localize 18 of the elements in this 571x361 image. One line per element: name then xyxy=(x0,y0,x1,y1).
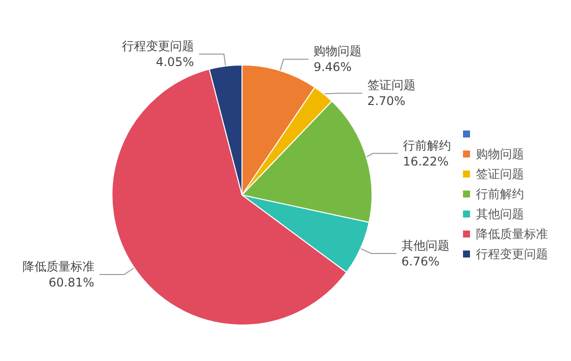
slice-label: 降低质量标准 xyxy=(22,259,94,274)
legend-label: 其他问题 xyxy=(476,207,524,221)
legend-label: 购物问题 xyxy=(476,147,524,161)
data-label: 9.46% xyxy=(314,60,352,74)
data-label: 2.70% xyxy=(367,94,406,108)
slice-label: 其他问题 xyxy=(401,238,450,253)
data-label: 6.76% xyxy=(401,254,440,269)
slice-label: 行程变更问题 xyxy=(122,39,194,54)
slice-label: 购物问题 xyxy=(314,44,362,58)
legend-label: 降低质量标准 xyxy=(476,227,548,241)
slice-label: 行前解约 xyxy=(402,138,451,152)
legend-label: 行前解约 xyxy=(476,187,524,201)
data-label: 60.81% xyxy=(48,275,94,290)
legend-label: 签证问题 xyxy=(476,167,524,181)
legend-label: 行程变更问题 xyxy=(476,247,548,261)
data-label: 4.05% xyxy=(156,55,194,70)
data-label: 16.22% xyxy=(402,154,449,168)
slice-label: 签证问题 xyxy=(367,78,416,92)
